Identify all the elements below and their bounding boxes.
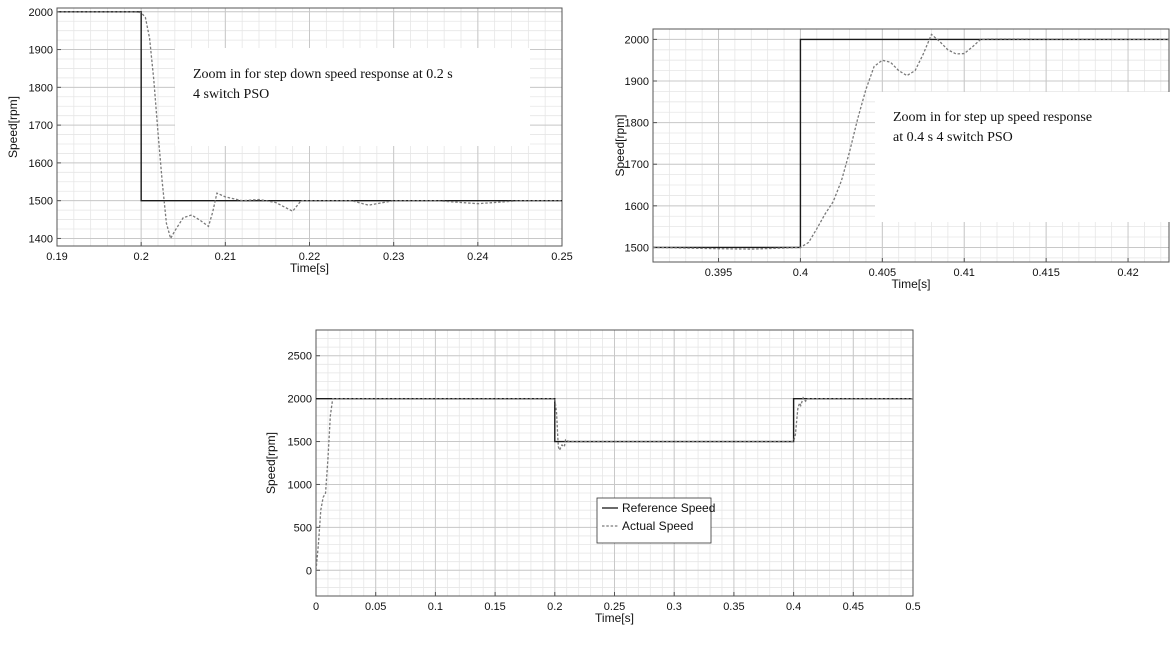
actual-speed-line — [316, 396, 913, 571]
y-tick-label: 1500 — [288, 437, 312, 449]
annotation-text: Zoom in for step down speed response at … — [193, 67, 453, 82]
y-tick-label: 2000 — [625, 34, 649, 46]
x-tick-label: 0.25 — [551, 251, 572, 263]
y-tick-label: 1000 — [288, 479, 312, 491]
y-axis-label: Speed[rpm] — [613, 114, 627, 176]
x-tick-label: 0.415 — [1032, 267, 1060, 279]
chart-panel-top-right: 0.395 0.4 0.405 0.41 0.415 0.42 1500 1600 1700 18… — [613, 28, 1172, 291]
legend-label: Reference Speed — [622, 501, 715, 515]
annotation-box — [175, 48, 530, 146]
x-tick-label: 0.35 — [723, 601, 744, 613]
legend: Reference Speed Actual Speed — [596, 497, 715, 544]
y-tick-label: 0 — [306, 565, 312, 577]
actual-speed-line — [653, 33, 1169, 250]
y-tick-label: 1600 — [29, 158, 53, 170]
y-tick-label: 1600 — [625, 201, 649, 213]
x-tick-label: 0.15 — [484, 601, 505, 613]
y-axis-label: Speed[rpm] — [264, 432, 278, 494]
x-tick-label: 0.19 — [46, 251, 67, 263]
x-tick-label: 0.24 — [467, 251, 488, 263]
x-axis-label: Time[s] — [892, 277, 931, 291]
x-tick-label: 0.4 — [793, 267, 808, 279]
x-tick-label: 0.1 — [428, 601, 443, 613]
x-axis-label: Time[s] — [595, 611, 634, 625]
x-tick-label: 0.2 — [547, 601, 562, 613]
y-tick-label: 1900 — [625, 76, 649, 88]
reference-speed-line — [57, 11, 562, 202]
y-tick-label: 2000 — [29, 7, 53, 19]
x-tick-label: 0.45 — [843, 601, 864, 613]
y-tick-label: 1800 — [29, 82, 53, 94]
annotation-text: Zoom in for step up speed response — [893, 110, 1092, 125]
x-tick-label: 0.42 — [1117, 267, 1138, 279]
chart-panel-bottom: 0 0.05 0.1 0.15 0.2 0.25 0.3 0.35 0.4 0.45 0.5 0 500… — [264, 329, 921, 625]
annotation-box — [875, 92, 1172, 222]
x-axis-label: Time[s] — [290, 261, 329, 275]
x-tick-label: 0.5 — [905, 601, 920, 613]
x-tick-label: 0.23 — [383, 251, 404, 263]
y-tick-label: 1700 — [625, 159, 649, 171]
x-tick-label: 0.21 — [215, 251, 236, 263]
x-tick-label: 0.405 — [869, 267, 897, 279]
annotation-text: 4 switch PSO — [193, 87, 269, 102]
x-tick-label: 0.4 — [786, 601, 801, 613]
x-tick-label: 0.05 — [365, 601, 386, 613]
x-tick-label: 0.395 — [705, 267, 733, 279]
y-tick-label: 1700 — [29, 120, 53, 132]
annotation-text: at 0.4 s 4 switch PSO — [893, 130, 1013, 145]
x-tick-label: 0 — [313, 601, 319, 613]
y-tick-label: 2500 — [288, 351, 312, 363]
legend-label: Actual Speed — [622, 519, 693, 533]
x-tick-label: 0.25 — [604, 601, 625, 613]
y-tick-label: 1900 — [29, 45, 53, 57]
x-tick-label: 0.2 — [134, 251, 149, 263]
x-tick-label: 0.22 — [299, 251, 320, 263]
y-tick-label: 1500 — [29, 196, 53, 208]
y-tick-label: 500 — [294, 522, 312, 534]
y-tick-label: 1400 — [29, 233, 53, 245]
chart-panel-top-left: 0.19 0.2 0.21 0.22 0.23 0.24 0.25 1400 1500 1600 1… — [6, 7, 573, 275]
x-tick-label: 0.41 — [954, 267, 975, 279]
y-axis-label: Speed[rpm] — [6, 96, 20, 158]
y-tick-label: 1500 — [625, 242, 649, 254]
y-tick-label: 1800 — [625, 118, 649, 130]
legend-box — [596, 497, 712, 544]
x-tick-label: 0.3 — [667, 601, 682, 613]
y-tick-label: 2000 — [288, 394, 312, 406]
